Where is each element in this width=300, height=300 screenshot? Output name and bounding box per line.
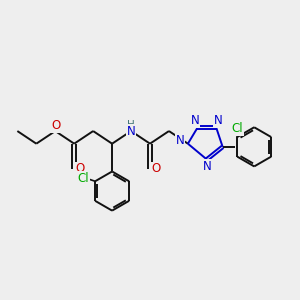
Text: O: O bbox=[151, 162, 160, 176]
Text: N: N bbox=[127, 125, 135, 138]
Text: Cl: Cl bbox=[77, 172, 89, 185]
Text: N: N bbox=[202, 160, 211, 173]
Text: O: O bbox=[75, 162, 85, 176]
Text: N: N bbox=[214, 114, 223, 128]
Text: N: N bbox=[191, 114, 200, 128]
Text: H: H bbox=[127, 120, 135, 130]
Text: N: N bbox=[176, 134, 184, 147]
Text: Cl: Cl bbox=[231, 122, 243, 135]
Text: O: O bbox=[51, 119, 61, 132]
